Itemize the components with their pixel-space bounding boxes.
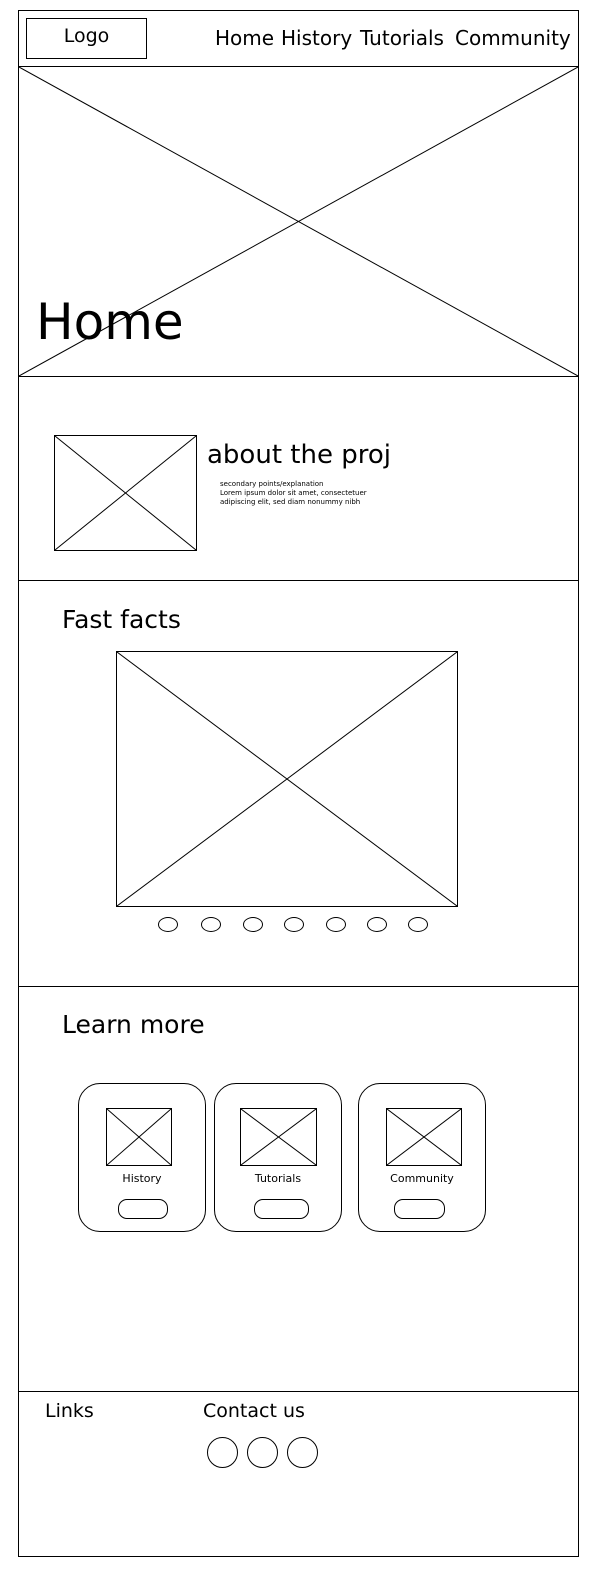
section-divider — [18, 986, 579, 987]
carousel-dot[interactable] — [408, 917, 428, 932]
hero-title: Home — [36, 293, 184, 351]
card-button[interactable] — [118, 1199, 168, 1219]
about-image-placeholder — [54, 435, 197, 551]
nav-community[interactable]: Community — [455, 26, 571, 50]
learn-more-title: Learn more — [62, 1010, 205, 1039]
carousel-dot[interactable] — [326, 917, 346, 932]
carousel-dot[interactable] — [284, 917, 304, 932]
social-icon[interactable] — [287, 1437, 318, 1468]
card-button[interactable] — [394, 1199, 445, 1219]
footer-contact[interactable]: Contact us — [203, 1400, 305, 1422]
nav-home[interactable]: Home — [215, 26, 275, 50]
carousel-dot[interactable] — [158, 917, 178, 932]
card-label: History — [122, 1172, 162, 1185]
card-label: Tutorials — [254, 1172, 302, 1185]
carousel-dot[interactable] — [243, 917, 263, 932]
section-divider — [18, 1391, 579, 1392]
about-text: secondary points/explanation Lorem ipsum… — [220, 480, 400, 507]
card-label: Community — [390, 1172, 454, 1185]
card-image-placeholder — [106, 1108, 172, 1166]
section-divider — [18, 580, 579, 581]
footer-links[interactable]: Links — [45, 1400, 94, 1422]
card-image-placeholder — [240, 1108, 317, 1166]
learn-card-tutorials[interactable]: Tutorials — [214, 1083, 342, 1232]
social-icon[interactable] — [207, 1437, 238, 1468]
nav-tutorials[interactable]: Tutorials — [360, 26, 444, 50]
about-subtitle: secondary points/explanation — [220, 480, 324, 488]
fast-facts-carousel-image — [116, 651, 458, 907]
logo[interactable]: Logo — [26, 18, 147, 59]
card-image-placeholder — [386, 1108, 462, 1166]
learn-card-history[interactable]: History — [78, 1083, 206, 1232]
learn-card-community[interactable]: Community — [358, 1083, 486, 1232]
fast-facts-title: Fast facts — [62, 605, 181, 634]
logo-text: Logo — [63, 24, 110, 47]
about-title: about the proj — [207, 440, 391, 470]
carousel-dot[interactable] — [201, 917, 221, 932]
nav-history[interactable]: History — [281, 26, 353, 50]
about-body: Lorem ipsum dolor sit amet, consectetuer… — [220, 489, 367, 506]
page-frame — [18, 10, 579, 1557]
carousel-dot[interactable] — [367, 917, 387, 932]
social-icon[interactable] — [247, 1437, 278, 1468]
hero-image-placeholder — [18, 66, 579, 377]
card-button[interactable] — [254, 1199, 309, 1219]
